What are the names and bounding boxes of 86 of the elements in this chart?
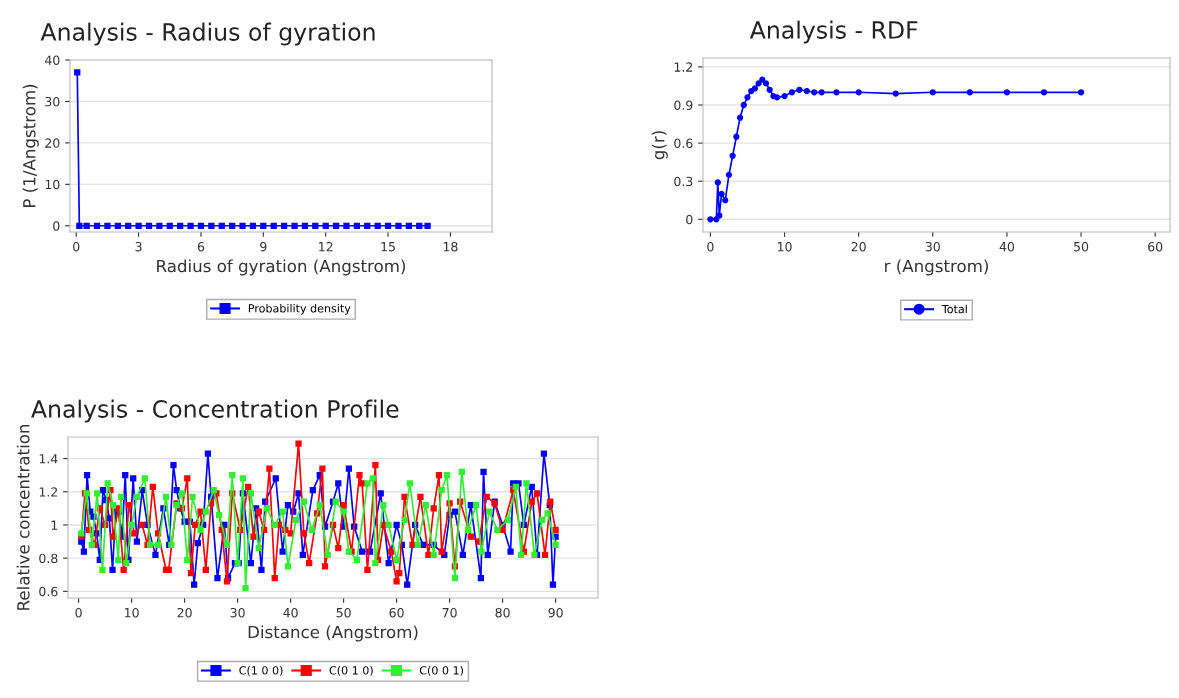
x-tick-label: 20: [851, 241, 866, 252]
point: [759, 76, 766, 83]
x-tick-label: 15: [381, 242, 395, 252]
point: [718, 190, 725, 198]
x-tick-label: 60: [1148, 241, 1163, 252]
y-axis-title: g(r): [651, 131, 668, 160]
point: [716, 212, 723, 219]
y-tick-label: 1.4: [39, 454, 58, 464]
point: [751, 85, 759, 92]
point: [929, 89, 936, 96]
point: [788, 89, 796, 96]
x-tick-label: 0: [707, 241, 714, 252]
point: [736, 114, 744, 121]
x-tick-label: 70: [442, 607, 457, 618]
x-tick-label: 40: [999, 241, 1015, 252]
y-axis-title: Relative concentration: [16, 424, 30, 610]
legend-label: Probability density: [248, 303, 351, 315]
chart-title: Analysis - Radius of gyration: [40, 22, 375, 46]
point: [811, 89, 818, 96]
y-tick-label: 0.6: [674, 138, 693, 149]
x-tick-label: 9: [260, 241, 267, 252]
legend-label: Total: [941, 304, 967, 314]
x-axis-title: Radius of gyration (Angstrom): [157, 259, 406, 276]
point: [796, 86, 803, 93]
point: [781, 92, 788, 100]
y-tick-label: 10: [45, 179, 60, 190]
point: [744, 94, 751, 101]
x-tick-label: 20: [177, 607, 192, 618]
y-tick-label: 1.2: [674, 62, 693, 72]
point: [774, 94, 781, 101]
x-axis-title: r (Angstrom): [885, 259, 988, 276]
point: [833, 89, 840, 96]
x-tick-label: 50: [1074, 241, 1089, 252]
x-tick-label: 90: [548, 607, 563, 618]
chart-title: Analysis - Concentration Profile: [31, 399, 399, 423]
point: [707, 216, 714, 223]
y-tick-label: 0: [686, 214, 693, 225]
x-axis-title: Distance (Angstrom): [248, 625, 418, 642]
x-tick-label: 10: [125, 607, 139, 618]
point: [1077, 89, 1085, 96]
point: [1040, 89, 1048, 96]
point: [729, 152, 736, 159]
x-tick-label: 40: [283, 607, 298, 618]
legend-label: C(1 0 0): [239, 665, 283, 676]
point: [713, 216, 720, 223]
point: [966, 89, 973, 96]
y-tick-label: 0.6: [39, 586, 58, 597]
point: [855, 89, 862, 96]
x-tick-label: 30: [925, 241, 940, 252]
y-tick-label: 30: [45, 96, 60, 107]
y-tick-label: 0.3: [674, 176, 693, 187]
y-tick-label: 20: [45, 138, 60, 148]
x-tick-label: 30: [230, 607, 245, 618]
point: [762, 80, 770, 87]
x-tick-label: 6: [197, 241, 205, 252]
point: [818, 89, 825, 96]
x-tick-label: 80: [495, 607, 510, 618]
point: [1003, 89, 1011, 96]
point: [766, 86, 773, 93]
y-tick-label: 1.2: [39, 487, 58, 497]
point: [803, 87, 810, 95]
y-axis-title: P (1/Angstrom): [22, 84, 39, 207]
legend-label: C(0 0 1): [419, 665, 463, 676]
y-tick-label: 40: [44, 55, 60, 65]
x-tick-label: 0: [75, 607, 82, 618]
point: [740, 101, 747, 109]
point: [733, 133, 740, 140]
y-tick-label: 0.8: [39, 553, 58, 564]
x-tick-label: 12: [319, 241, 333, 252]
x-tick-label: 60: [389, 607, 404, 618]
point: [748, 87, 755, 95]
chart-title: Analysis - RDF: [749, 20, 918, 44]
y-tick-label: 1: [51, 520, 58, 530]
point: [755, 80, 762, 87]
point: [892, 90, 899, 97]
point: [725, 171, 733, 178]
y-tick-label: 0: [53, 221, 60, 231]
x-tick-label: 50: [336, 607, 351, 618]
x-tick-label: 18: [443, 241, 458, 252]
y-tick-label: 0.9: [674, 100, 693, 110]
x-tick-label: 3: [135, 241, 142, 252]
legend-label: C(0 1 0): [329, 665, 373, 676]
point: [714, 179, 721, 186]
point: [722, 197, 729, 204]
x-tick-label: 0: [73, 241, 80, 252]
x-tick-label: 10: [777, 241, 792, 252]
